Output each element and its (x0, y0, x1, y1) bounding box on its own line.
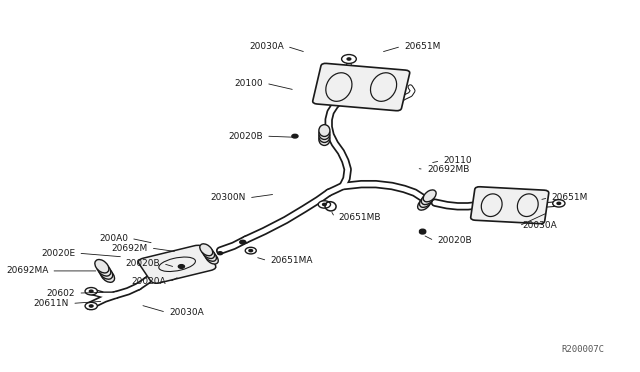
Circle shape (249, 250, 253, 252)
Text: 20651MA: 20651MA (270, 256, 313, 265)
Circle shape (557, 202, 561, 205)
Circle shape (245, 247, 256, 254)
Text: 20692MB: 20692MB (427, 165, 469, 174)
Ellipse shape (202, 247, 214, 259)
Text: 20300N: 20300N (211, 193, 246, 202)
Ellipse shape (423, 190, 436, 202)
Text: 20692MA: 20692MA (6, 266, 48, 275)
Circle shape (218, 252, 223, 255)
Ellipse shape (319, 125, 330, 137)
Ellipse shape (419, 195, 433, 207)
Circle shape (347, 58, 351, 60)
FancyBboxPatch shape (313, 63, 410, 111)
Circle shape (90, 290, 93, 292)
Text: 20110: 20110 (444, 156, 472, 166)
Text: 20651M: 20651M (404, 42, 440, 51)
Ellipse shape (97, 263, 111, 276)
Text: 20611N: 20611N (34, 299, 69, 308)
Text: 200A0: 200A0 (99, 234, 128, 243)
FancyBboxPatch shape (138, 245, 216, 283)
Text: 20020A: 20020A (131, 278, 166, 286)
Circle shape (90, 305, 93, 307)
Text: 20020B: 20020B (437, 236, 472, 245)
Circle shape (323, 203, 326, 206)
Text: 20602: 20602 (47, 289, 76, 298)
Circle shape (85, 288, 97, 295)
Ellipse shape (99, 266, 113, 279)
Text: R200007C: R200007C (562, 345, 605, 354)
Text: 20100: 20100 (234, 79, 263, 88)
Circle shape (318, 201, 330, 208)
Ellipse shape (200, 244, 212, 256)
Ellipse shape (95, 260, 109, 273)
Text: 20030A: 20030A (169, 308, 204, 317)
Circle shape (553, 200, 565, 207)
Text: 20020B: 20020B (228, 132, 263, 141)
Circle shape (420, 229, 426, 233)
Ellipse shape (205, 252, 218, 264)
Text: 20020B: 20020B (125, 259, 160, 268)
Ellipse shape (204, 249, 216, 261)
Text: 20030A: 20030A (249, 42, 284, 51)
Text: 20692M: 20692M (111, 244, 148, 253)
Text: 20651MB: 20651MB (338, 213, 380, 222)
Text: 20020E: 20020E (41, 249, 76, 258)
Ellipse shape (319, 134, 330, 145)
Circle shape (85, 302, 97, 310)
Ellipse shape (421, 193, 435, 205)
Ellipse shape (319, 131, 330, 142)
Circle shape (179, 264, 184, 268)
Ellipse shape (418, 198, 431, 210)
Text: 20030A: 20030A (522, 221, 557, 230)
FancyBboxPatch shape (470, 187, 548, 224)
Circle shape (292, 134, 298, 138)
Circle shape (420, 230, 426, 234)
Circle shape (342, 55, 356, 63)
Ellipse shape (319, 128, 330, 140)
Text: 20651M: 20651M (552, 193, 588, 202)
Circle shape (240, 240, 246, 244)
Ellipse shape (100, 269, 115, 282)
